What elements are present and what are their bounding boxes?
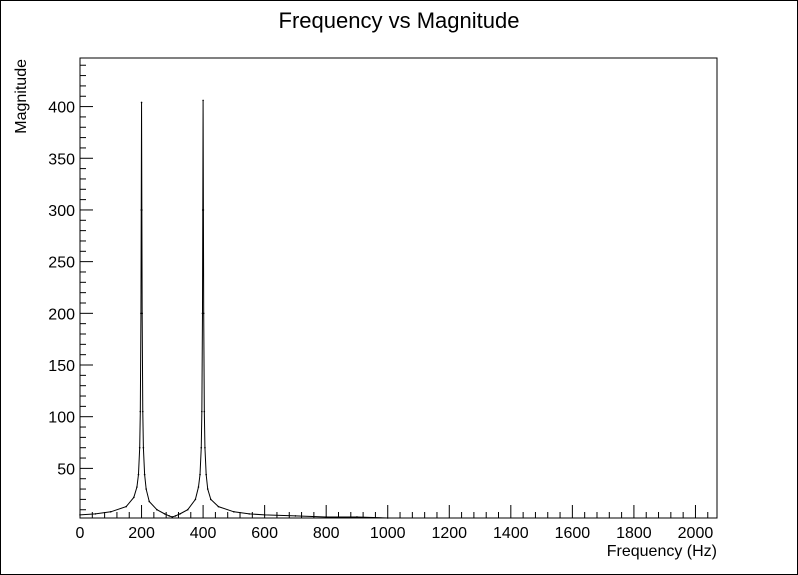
- data-point: [202, 312, 205, 315]
- data-point: [205, 473, 207, 476]
- data-point: [179, 513, 181, 515]
- data-point: [203, 410, 206, 413]
- data-point: [79, 514, 81, 516]
- data-point: [138, 446, 141, 449]
- data-point: [325, 516, 327, 518]
- data-point: [141, 312, 143, 315]
- data-point: [356, 516, 358, 518]
- data-point: [140, 312, 142, 315]
- data-point: [263, 514, 266, 516]
- data-point: [142, 446, 145, 449]
- y-tick-label: 400: [48, 100, 75, 117]
- x-axis-label: Frequency (Hz): [607, 543, 717, 560]
- data-point: [186, 508, 189, 511]
- data-point: [143, 473, 146, 476]
- data-point: [163, 513, 166, 515]
- data-point: [209, 498, 212, 501]
- y-axis-ticks: [80, 64, 93, 511]
- data-point: [294, 515, 297, 517]
- data-point: [202, 99, 204, 102]
- x-tick-label: 600: [251, 525, 278, 542]
- series-layer: [79, 99, 389, 519]
- y-tick-label: 200: [48, 306, 75, 323]
- data-point: [194, 498, 197, 501]
- x-tick-label: 1200: [431, 525, 467, 542]
- data-point: [140, 101, 143, 104]
- data-point: [133, 496, 135, 499]
- y-tick-label: 50: [57, 461, 75, 478]
- data-point: [109, 510, 112, 513]
- x-tick-label: 800: [313, 525, 340, 542]
- data-point: [141, 410, 144, 413]
- y-axis-label: Magnitude: [13, 59, 30, 134]
- data-point: [174, 515, 177, 517]
- data-point: [125, 505, 127, 508]
- x-tick-label: 2000: [678, 525, 714, 542]
- plot-frame: [79, 57, 718, 519]
- data-point: [201, 410, 203, 413]
- data-point: [206, 488, 209, 490]
- x-tick-label: 1400: [493, 525, 529, 542]
- data-point: [136, 486, 138, 488]
- x-axis-tick-labels: 0 200 400 600 800 1000 1200 1400 1600 1800 2000: [76, 525, 714, 542]
- data-point: [148, 500, 151, 503]
- y-axis-tick-labels: 50 100 150 200 250 300 350 400: [48, 100, 75, 479]
- data-point: [204, 446, 206, 449]
- data-point: [156, 508, 158, 511]
- data-point: [202, 209, 205, 211]
- data-point: [94, 513, 97, 515]
- data-point: [139, 410, 142, 413]
- data-point: [200, 446, 203, 449]
- series-line: [79, 100, 388, 519]
- data-point: [168, 515, 171, 517]
- data-point: [141, 209, 143, 211]
- y-tick-label: 300: [48, 203, 75, 220]
- data-point: [233, 510, 235, 513]
- y-tick-label: 350: [48, 151, 75, 168]
- y-tick-label: 250: [48, 255, 75, 272]
- data-point: [199, 473, 201, 476]
- data-point: [386, 517, 389, 519]
- x-tick-label: 1000: [370, 525, 406, 542]
- data-point: [171, 516, 174, 518]
- data-point: [145, 488, 147, 490]
- data-point: [201, 312, 204, 315]
- y-tick-label: 100: [48, 410, 75, 427]
- chart-title: Frequency vs Magnitude: [279, 8, 520, 33]
- x-tick-label: 1600: [555, 525, 591, 542]
- data-point: [197, 486, 200, 488]
- x-tick-label: 1800: [616, 525, 652, 542]
- x-tick-label: 0: [76, 525, 85, 542]
- data-point: [217, 505, 220, 508]
- data-point: [137, 473, 140, 476]
- x-tick-label: 400: [190, 525, 217, 542]
- y-tick-label: 150: [48, 358, 75, 375]
- x-tick-label: 200: [128, 525, 155, 542]
- data-point: [248, 513, 251, 515]
